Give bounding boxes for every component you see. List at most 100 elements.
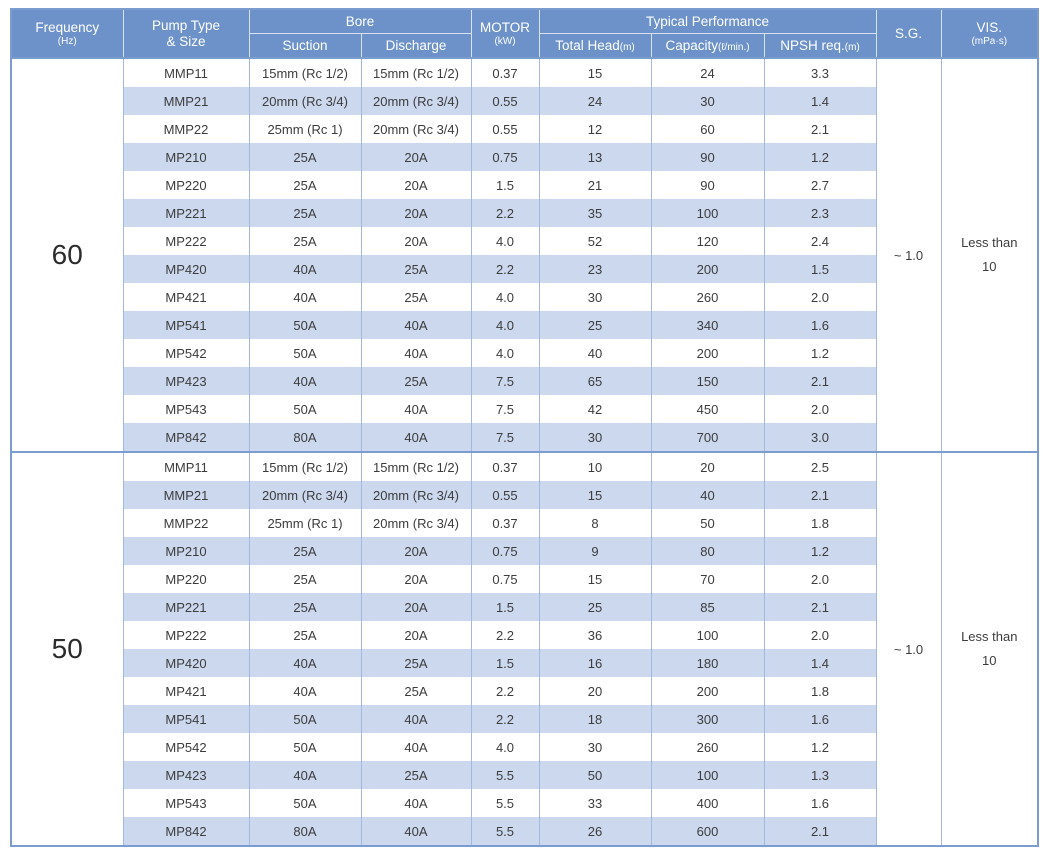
capacity-cell: 300 xyxy=(650,705,765,733)
table-row: MP210 25A 20A 0.75 9 80 1.2 xyxy=(11,537,1038,565)
total-head-cell: 50 xyxy=(538,761,652,789)
motor-kw-cell: 0.75 xyxy=(470,143,540,171)
bore-discharge-cell: 20mm (Rc 3/4) xyxy=(360,481,472,509)
table-row: MP423 40A 25A 7.5 65 150 2.1 xyxy=(11,367,1038,395)
motor-kw-cell: 2.2 xyxy=(470,255,540,283)
pump-type-cell: MMP21 xyxy=(122,481,250,509)
pump-type-cell: MP420 xyxy=(122,649,250,677)
header-sg: S.G. xyxy=(875,8,942,59)
motor-kw-cell: 0.75 xyxy=(470,565,540,593)
bore-suction-cell: 50A xyxy=(248,395,362,423)
header-pump-type-line2: & Size xyxy=(166,33,206,49)
total-head-cell: 40 xyxy=(538,339,652,367)
capacity-cell: 400 xyxy=(650,789,765,817)
bore-suction-cell: 40A xyxy=(248,367,362,395)
sg-value: ~ 1.0 xyxy=(875,451,942,846)
table-row: MP541 50A 40A 2.2 18 300 1.6 xyxy=(11,705,1038,733)
capacity-cell: 90 xyxy=(650,171,765,199)
motor-kw-cell: 1.5 xyxy=(470,593,540,621)
vis-line: 10 xyxy=(982,653,997,668)
header-discharge: Discharge xyxy=(360,33,472,59)
table-row: MP222 25A 20A 4.0 52 120 2.4 xyxy=(11,227,1038,255)
table-body: 60 MMP11 15mm (Rc 1/2) 15mm (Rc 1/2) 0.37 15 2… xyxy=(10,57,1039,846)
npsh-cell: 1.5 xyxy=(763,255,877,283)
table-row: MP221 25A 20A 1.5 25 85 2.1 xyxy=(11,593,1038,621)
header-frequency: Frequency (Hz) xyxy=(10,8,124,59)
motor-kw-cell: 4.0 xyxy=(470,227,540,255)
npsh-cell: 1.2 xyxy=(763,143,877,171)
vis-line: Less than xyxy=(961,235,1018,250)
capacity-cell: 100 xyxy=(650,621,765,649)
npsh-cell: 2.0 xyxy=(763,395,877,423)
header-suction: Suction xyxy=(248,33,362,59)
header-motor-label: MOTOR xyxy=(480,20,530,36)
npsh-cell: 2.0 xyxy=(763,565,877,593)
bore-discharge-cell: 20A xyxy=(360,621,472,649)
total-head-cell: 33 xyxy=(538,789,652,817)
pump-type-cell: MP210 xyxy=(122,537,250,565)
motor-kw-cell: 0.37 xyxy=(470,451,540,481)
table-row: MP543 50A 40A 5.5 33 400 1.6 xyxy=(11,789,1038,817)
bore-discharge-cell: 25A xyxy=(360,283,472,311)
capacity-cell: 120 xyxy=(650,227,765,255)
capacity-cell: 450 xyxy=(650,395,765,423)
bore-discharge-cell: 20A xyxy=(360,227,472,255)
bore-suction-cell: 50A xyxy=(248,789,362,817)
capacity-cell: 200 xyxy=(650,339,765,367)
bore-discharge-cell: 15mm (Rc 1/2) xyxy=(360,451,472,481)
motor-kw-cell: 1.5 xyxy=(470,171,540,199)
bore-suction-cell: 50A xyxy=(248,311,362,339)
bore-suction-cell: 80A xyxy=(248,817,362,846)
bore-suction-cell: 25A xyxy=(248,565,362,593)
capacity-cell: 340 xyxy=(650,311,765,339)
npsh-cell: 3.0 xyxy=(763,423,877,452)
vis-value: Less than 10 xyxy=(940,57,1039,452)
bore-discharge-cell: 40A xyxy=(360,311,472,339)
capacity-cell: 20 xyxy=(650,451,765,481)
total-head-cell: 15 xyxy=(538,481,652,509)
total-head-cell: 42 xyxy=(538,395,652,423)
table-row: MP421 40A 25A 2.2 20 200 1.8 xyxy=(11,677,1038,705)
bore-suction-cell: 25A xyxy=(248,227,362,255)
total-head-cell: 21 xyxy=(538,171,652,199)
bore-discharge-cell: 20mm (Rc 3/4) xyxy=(360,509,472,537)
motor-kw-cell: 0.37 xyxy=(470,57,540,87)
capacity-cell: 150 xyxy=(650,367,765,395)
capacity-cell: 100 xyxy=(650,761,765,789)
capacity-cell: 40 xyxy=(650,481,765,509)
bore-discharge-cell: 40A xyxy=(360,339,472,367)
bore-suction-cell: 40A xyxy=(248,255,362,283)
npsh-cell: 1.6 xyxy=(763,311,877,339)
sg-value: ~ 1.0 xyxy=(875,57,942,452)
bore-suction-cell: 40A xyxy=(248,649,362,677)
pump-type-cell: MP221 xyxy=(122,593,250,621)
npsh-cell: 1.6 xyxy=(763,705,877,733)
capacity-cell: 85 xyxy=(650,593,765,621)
pump-type-cell: MMP22 xyxy=(122,509,250,537)
motor-kw-cell: 5.5 xyxy=(470,761,540,789)
motor-kw-cell: 2.2 xyxy=(470,199,540,227)
capacity-cell: 200 xyxy=(650,677,765,705)
bore-suction-cell: 15mm (Rc 1/2) xyxy=(248,451,362,481)
npsh-cell: 1.2 xyxy=(763,339,877,367)
bore-suction-cell: 25A xyxy=(248,171,362,199)
total-head-cell: 23 xyxy=(538,255,652,283)
capacity-cell: 24 xyxy=(650,57,765,87)
npsh-cell: 2.0 xyxy=(763,621,877,649)
pump-type-cell: MP423 xyxy=(122,761,250,789)
frequency-value: 50 xyxy=(10,451,124,846)
bore-discharge-cell: 25A xyxy=(360,649,472,677)
capacity-cell: 600 xyxy=(650,817,765,846)
pump-spec-table: Frequency (Hz) Pump Type & Size Bore MOT… xyxy=(10,8,1039,847)
bore-discharge-cell: 40A xyxy=(360,817,472,846)
table-row: MP420 40A 25A 1.5 16 180 1.4 xyxy=(11,649,1038,677)
vis-line: 10 xyxy=(982,259,997,274)
capacity-cell: 260 xyxy=(650,283,765,311)
total-head-cell: 15 xyxy=(538,565,652,593)
total-head-cell: 65 xyxy=(538,367,652,395)
npsh-cell: 2.5 xyxy=(763,451,877,481)
total-head-cell: 10 xyxy=(538,451,652,481)
motor-kw-cell: 7.5 xyxy=(470,423,540,452)
pump-type-cell: MP542 xyxy=(122,733,250,761)
npsh-cell: 1.4 xyxy=(763,87,877,115)
